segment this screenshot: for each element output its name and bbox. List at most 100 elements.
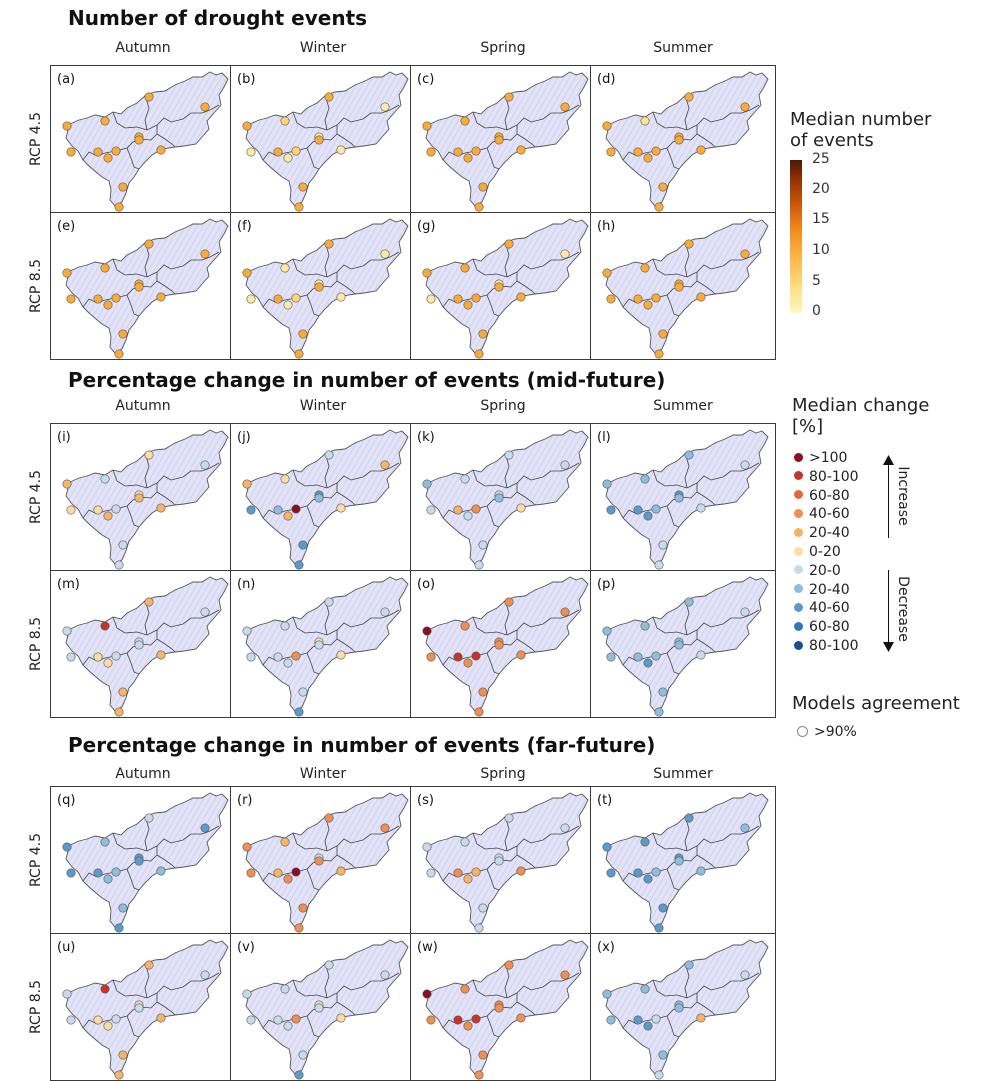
sub-basin-border [336, 825, 400, 847]
station-dot [283, 658, 293, 668]
sub-basin-border [156, 462, 220, 484]
station-dot [324, 92, 334, 102]
season-header-spring: Spring [480, 766, 526, 782]
station-dot [246, 294, 256, 304]
panel-label: (e) [57, 219, 76, 234]
station-dot [66, 505, 76, 515]
station-dot [291, 504, 301, 514]
sub-basin-border [486, 652, 500, 675]
sub-basin-border [652, 616, 698, 636]
sub-basin-border [696, 1001, 716, 1016]
station-dot [654, 560, 664, 570]
sub-basin-border [324, 241, 330, 278]
sub-basin-border [336, 972, 400, 994]
basin-outline [425, 71, 589, 207]
sub-basin-border [112, 469, 158, 489]
basin-map [242, 429, 409, 570]
station-dot [504, 450, 514, 460]
station-dot [640, 621, 650, 631]
legend-swatch-icon [794, 584, 803, 594]
legend-change-label: 60-80 [809, 619, 850, 636]
sub-basin-border [516, 1001, 536, 1016]
season-header-winter: Winter [299, 40, 347, 56]
season-header-autumn: Autumn [115, 40, 171, 56]
station-dot [336, 1013, 346, 1023]
panel-label: (d) [597, 72, 616, 87]
basin-outline [65, 939, 229, 1075]
station-dot [463, 874, 473, 884]
sub-basin-border [126, 652, 140, 675]
station-dot [111, 1014, 121, 1024]
legend-change-label: 60-80 [809, 487, 850, 504]
station-dot [658, 329, 668, 339]
legend-change-label: 80-100 [809, 638, 859, 654]
station-dot [336, 145, 346, 155]
sub-basin-border [652, 111, 698, 131]
legend-agreement-item: >90% [797, 723, 857, 742]
basin-map [602, 218, 769, 359]
basin-outline [65, 576, 229, 712]
station-dot [324, 597, 334, 607]
sub-basin-border [156, 854, 176, 869]
station-dot [93, 1015, 103, 1025]
basin-outline [605, 218, 769, 354]
station-dot [66, 652, 76, 662]
sub-basin-border [336, 854, 356, 869]
station-dot [740, 249, 750, 259]
station-dot [324, 813, 334, 823]
station-dot [273, 652, 283, 662]
basin-map [242, 939, 409, 1080]
sub-basin-border [144, 815, 150, 852]
station-dot [474, 1070, 484, 1080]
station-dot [273, 1015, 283, 1025]
basin-outline [245, 939, 409, 1075]
station-dot [156, 1013, 166, 1023]
station-dot [314, 1003, 324, 1013]
station-dot [560, 249, 570, 259]
sub-basin-border [504, 962, 510, 999]
legend-change-item: 20-0 [794, 562, 841, 581]
basin-outline [425, 218, 589, 354]
map-panel: (k) [410, 423, 596, 571]
station-dot [426, 868, 436, 878]
legend-change-item: 60-80 [794, 487, 850, 506]
agreement-circle-icon [797, 725, 808, 737]
sub-basin-border [336, 104, 400, 126]
season-header-winter: Winter [299, 398, 347, 414]
station-dot [654, 707, 664, 717]
station-dot [280, 263, 290, 273]
legend-change-label: 40-60 [809, 600, 850, 617]
sub-basin-border [292, 979, 338, 999]
legend-change-item: >100 [794, 449, 847, 468]
sub-basin-border [156, 251, 220, 273]
legend-change-label: 20-40 [809, 525, 850, 542]
sub-basin-border [292, 111, 338, 131]
sub-basin-border [126, 505, 140, 528]
sub-basin-border [324, 599, 330, 636]
sub-basin-border [336, 638, 356, 653]
basin-map [242, 576, 409, 717]
map-panel: (f) [230, 212, 416, 360]
station-dot [156, 650, 166, 660]
station-dot [602, 479, 612, 489]
station-dot [422, 626, 432, 636]
sub-basin-border [696, 251, 760, 273]
station-dot [294, 349, 304, 359]
sub-basin-border [126, 294, 140, 317]
station-dot [156, 292, 166, 302]
station-dot [426, 652, 436, 662]
sub-basin-border [684, 94, 690, 131]
station-dot [460, 621, 470, 631]
station-dot [478, 903, 488, 913]
panel-label: (m) [57, 577, 80, 592]
station-dot [696, 866, 706, 876]
legend-change-item: 80-100 [794, 468, 859, 487]
station-dot [103, 511, 113, 521]
basin-map [602, 792, 769, 933]
map-panel: (a) [50, 65, 236, 213]
sub-basin-border [684, 599, 690, 636]
station-dot [658, 687, 668, 697]
basin-map [602, 939, 769, 1080]
station-dot [114, 923, 124, 933]
season-header-autumn: Autumn [115, 398, 171, 414]
